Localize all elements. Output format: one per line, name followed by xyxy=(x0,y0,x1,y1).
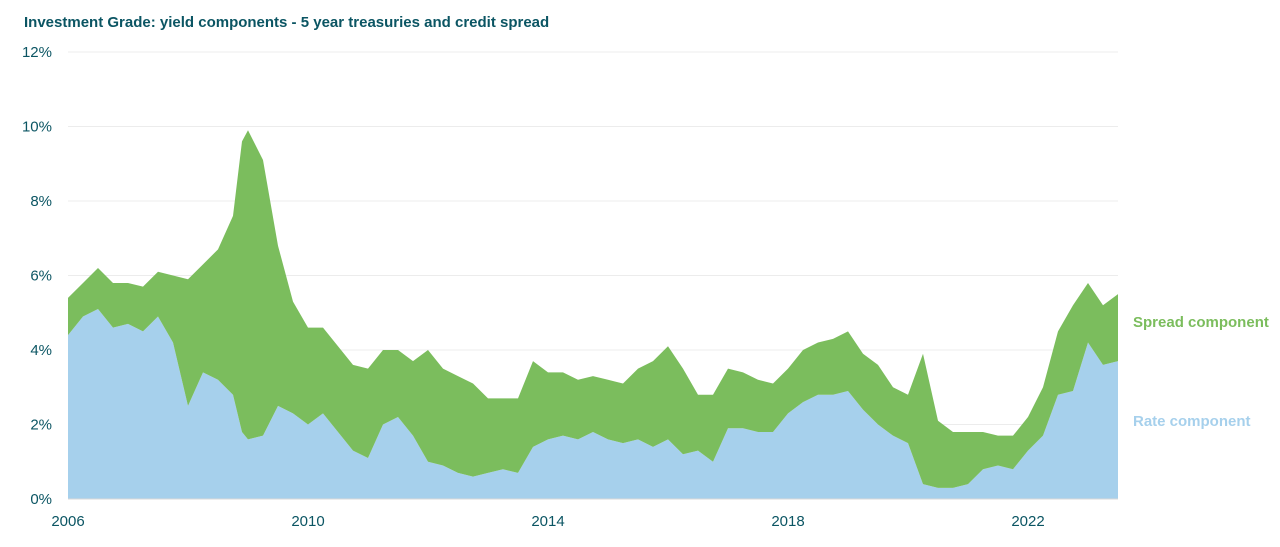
x-tick-label: 2006 xyxy=(51,513,84,530)
chart-title: Investment Grade: yield components - 5 y… xyxy=(24,14,550,31)
x-tick-label: 2010 xyxy=(291,513,324,530)
y-tick-label: 4% xyxy=(30,342,52,359)
x-tick-label: 2014 xyxy=(531,513,564,530)
legend-rate-component: Rate component xyxy=(1133,413,1251,430)
area-series xyxy=(68,130,1118,499)
y-tick-label: 12% xyxy=(22,44,52,61)
x-tick-label: 2018 xyxy=(771,513,804,530)
y-tick-label: 6% xyxy=(30,268,52,285)
legend: Rate component Spread component xyxy=(1133,314,1269,430)
x-tick-label: 2022 xyxy=(1011,513,1044,530)
y-tick-label: 10% xyxy=(22,119,52,136)
axes: 0% 2% 4% 6% 8% 10% 12% 2006 2010 2014 2018 2022 xyxy=(22,44,1118,530)
rate-component-area xyxy=(68,309,1118,499)
y-tick-label: 0% xyxy=(30,491,52,508)
y-tick-label: 8% xyxy=(30,193,52,210)
y-tick-label: 2% xyxy=(30,417,52,434)
spread-component-area xyxy=(68,130,1118,488)
legend-spread-component: Spread component xyxy=(1133,314,1269,331)
